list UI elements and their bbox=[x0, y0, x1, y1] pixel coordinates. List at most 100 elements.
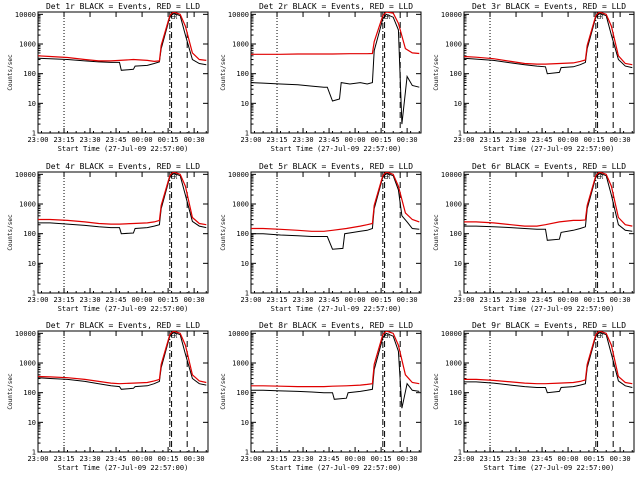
marker-label-r: R bbox=[174, 333, 178, 340]
y-tick-label: 1 bbox=[245, 130, 249, 138]
x-axis-label: Start Time (27-Jul-09 22:57:00) bbox=[58, 464, 189, 472]
marker-label-r: R bbox=[174, 14, 178, 21]
x-axis-label: Start Time (27-Jul-09 22:57:00) bbox=[484, 464, 615, 472]
y-axis-label: Counts/sec bbox=[433, 373, 440, 410]
y-tick-label: 10000 bbox=[15, 171, 36, 179]
plot-frame bbox=[37, 171, 209, 294]
x-axis-label: Start Time (27-Jul-09 22:57:00) bbox=[271, 145, 402, 153]
y-tick-label: 1 bbox=[245, 290, 249, 298]
x-tick-label: 23:00 bbox=[453, 455, 474, 463]
y-tick-label: 10 bbox=[241, 100, 249, 108]
x-tick-label: 23:15 bbox=[266, 136, 287, 144]
y-tick-label: 10 bbox=[454, 100, 462, 108]
x-tick-label: 23:00 bbox=[240, 296, 261, 304]
panel-title: Det 3r BLACK = Events, RED = LLD bbox=[472, 2, 626, 11]
x-tick-label: 00:15 bbox=[158, 455, 179, 463]
lld-series-line bbox=[464, 12, 633, 66]
events-series-line bbox=[251, 13, 420, 125]
events-series-line bbox=[464, 172, 633, 241]
plot-frame bbox=[250, 330, 422, 453]
marker-label-e: E bbox=[597, 14, 601, 21]
marker-label-r: R bbox=[600, 174, 604, 181]
x-tick-label: 23:45 bbox=[532, 136, 553, 144]
x-tick-label: 23:00 bbox=[27, 455, 48, 463]
marker-label-r: R bbox=[174, 174, 178, 181]
x-tick-label: 23:00 bbox=[240, 136, 261, 144]
y-tick-label: 10000 bbox=[441, 171, 462, 179]
events-series-line bbox=[38, 172, 207, 235]
x-tick-label: 00:15 bbox=[584, 136, 605, 144]
y-tick-label: 1 bbox=[458, 290, 462, 298]
x-tick-label: 23:15 bbox=[53, 296, 74, 304]
y-axis-label: Counts/sec bbox=[7, 54, 14, 91]
x-tick-label: 00:30 bbox=[610, 296, 631, 304]
y-tick-label: 100 bbox=[449, 230, 462, 238]
plot-frame bbox=[250, 171, 422, 294]
panel-title: Det 2r BLACK = Events, RED = LLD bbox=[259, 2, 413, 11]
x-tick-label: 23:45 bbox=[106, 136, 127, 144]
x-tick-label: 00:30 bbox=[184, 136, 205, 144]
x-tick-label: 23:30 bbox=[506, 455, 527, 463]
x-tick-label: 00:15 bbox=[584, 455, 605, 463]
y-tick-label: 10 bbox=[454, 419, 462, 427]
x-tick-label: 00:15 bbox=[584, 296, 605, 304]
y-tick-label: 1 bbox=[458, 449, 462, 457]
x-tick-label: 23:15 bbox=[53, 136, 74, 144]
x-tick-label: 23:30 bbox=[293, 136, 314, 144]
y-tick-label: 100 bbox=[236, 389, 249, 397]
marker-label-e: E bbox=[384, 333, 388, 340]
x-tick-label: 23:15 bbox=[53, 455, 74, 463]
y-tick-label: 10 bbox=[28, 419, 36, 427]
detector-panel-1: Det 1r BLACK = Events, RED = LLD 23:00 23:… bbox=[7, 2, 209, 153]
lld-series-line bbox=[464, 172, 633, 227]
x-tick-label: 00:00 bbox=[345, 136, 366, 144]
panel-title: Det 8r BLACK = Events, RED = LLD bbox=[259, 321, 413, 330]
y-tick-label: 10 bbox=[241, 260, 249, 268]
x-tick-label: 00:30 bbox=[397, 136, 418, 144]
y-tick-label: 1000 bbox=[445, 201, 462, 209]
x-tick-label: 00:30 bbox=[184, 455, 205, 463]
y-tick-label: 100 bbox=[23, 389, 36, 397]
x-axis-label: Start Time (27-Jul-09 22:57:00) bbox=[484, 305, 615, 313]
y-tick-label: 10000 bbox=[441, 330, 462, 338]
y-tick-label: 10 bbox=[241, 419, 249, 427]
y-tick-label: 1000 bbox=[19, 360, 36, 368]
y-tick-label: 100 bbox=[23, 70, 36, 78]
x-tick-label: 00:30 bbox=[184, 296, 205, 304]
x-axis-label: Start Time (27-Jul-09 22:57:00) bbox=[484, 145, 615, 153]
y-tick-label: 100 bbox=[236, 230, 249, 238]
lld-series-line bbox=[464, 331, 633, 385]
y-tick-label: 10000 bbox=[15, 330, 36, 338]
x-tick-label: 23:30 bbox=[506, 296, 527, 304]
marker-label-r: R bbox=[387, 333, 391, 340]
plot-frame bbox=[250, 11, 422, 134]
x-tick-label: 00:15 bbox=[371, 136, 392, 144]
panel-title: Det 6r BLACK = Events, RED = LLD bbox=[472, 162, 626, 171]
lld-series-line bbox=[251, 331, 420, 388]
x-axis-label: Start Time (27-Jul-09 22:57:00) bbox=[58, 145, 189, 153]
y-tick-label: 100 bbox=[449, 70, 462, 78]
y-tick-label: 1000 bbox=[445, 360, 462, 368]
plot-frame bbox=[463, 171, 635, 294]
y-tick-label: 1 bbox=[245, 449, 249, 457]
marker-label-r: R bbox=[600, 333, 604, 340]
panel-title: Det 1r BLACK = Events, RED = LLD bbox=[46, 2, 200, 11]
detector-panel-3: Det 3r BLACK = Events, RED = LLD 23:00 23:… bbox=[433, 2, 635, 153]
lld-series-line bbox=[38, 12, 207, 63]
y-tick-label: 10000 bbox=[228, 11, 249, 19]
x-tick-label: 23:30 bbox=[293, 455, 314, 463]
y-tick-label: 1 bbox=[32, 290, 36, 298]
y-tick-label: 1000 bbox=[445, 41, 462, 49]
x-tick-label: 23:15 bbox=[479, 455, 500, 463]
detector-panel-7: Det 7r BLACK = Events, RED = LLD 23:00 23:… bbox=[7, 321, 209, 472]
detector-panel-6: Det 6r BLACK = Events, RED = LLD 23:00 23:… bbox=[433, 162, 635, 313]
x-tick-label: 00:30 bbox=[610, 136, 631, 144]
x-tick-label: 00:00 bbox=[558, 136, 579, 144]
x-tick-label: 23:45 bbox=[106, 455, 127, 463]
x-tick-label: 23:00 bbox=[27, 136, 48, 144]
x-tick-label: 23:15 bbox=[479, 136, 500, 144]
x-tick-label: 23:00 bbox=[240, 455, 261, 463]
events-series-line bbox=[464, 12, 633, 75]
x-tick-label: 23:15 bbox=[479, 296, 500, 304]
detector-panel-2: Det 2r BLACK = Events, RED = LLD 23:00 23:… bbox=[220, 2, 422, 153]
